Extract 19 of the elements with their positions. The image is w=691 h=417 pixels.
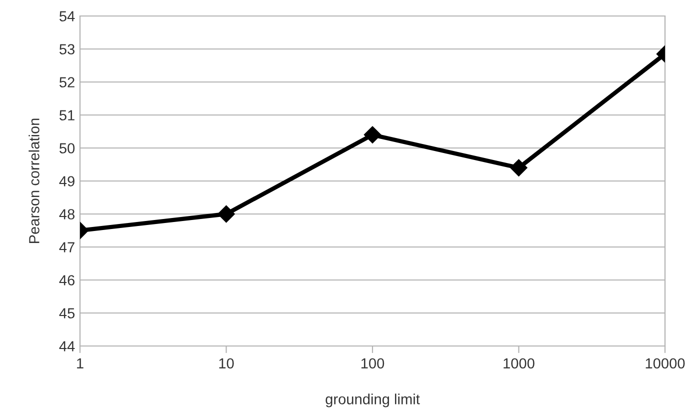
y-axis-title: Pearson correlation <box>28 118 40 244</box>
x-tick-label: 1 <box>77 358 84 368</box>
y-tick-label: 49 <box>59 176 74 186</box>
x-axis-title: grounding limit <box>326 394 420 408</box>
y-tick-label: 48 <box>59 209 75 220</box>
y-tick-label: 44 <box>59 341 75 352</box>
y-tick-label: 53 <box>60 44 74 54</box>
x-tick-label: 10000 <box>646 358 685 369</box>
y-tick-label: 46 <box>59 275 74 286</box>
y-tick-label: 50 <box>60 143 75 154</box>
x-tick-label: 10 <box>219 358 234 369</box>
x-tick-label: 100 <box>361 358 384 369</box>
y-tick-label: 54 <box>60 11 75 22</box>
y-tick-label: 52 <box>60 77 74 88</box>
point <box>364 126 382 144</box>
y-tick-label: 51 <box>60 110 74 120</box>
y-tick-label: 45 <box>59 308 75 318</box>
y-tick-label: 47 <box>59 242 74 252</box>
x-tick-label: 1000 <box>504 358 534 369</box>
